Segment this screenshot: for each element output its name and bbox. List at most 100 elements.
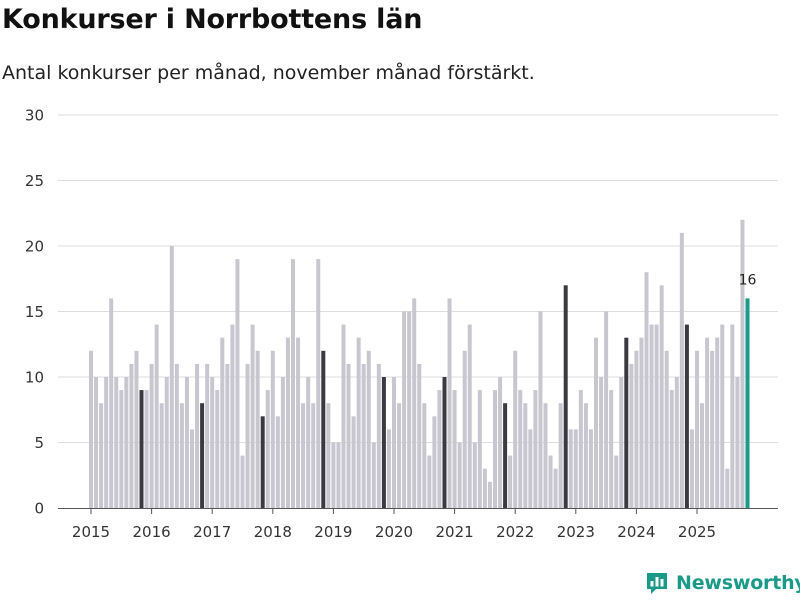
bar	[210, 377, 215, 508]
bar	[705, 337, 710, 508]
bar	[376, 363, 381, 508]
bar	[164, 377, 169, 508]
bar	[255, 350, 260, 508]
bar	[649, 324, 654, 508]
bar	[664, 350, 669, 508]
bar	[341, 324, 346, 508]
bar	[417, 363, 422, 508]
bar	[134, 350, 139, 508]
bar-november	[321, 350, 326, 508]
bar	[179, 403, 184, 508]
bar	[270, 350, 275, 508]
bar	[336, 442, 341, 508]
bar	[104, 377, 109, 508]
bar	[291, 259, 295, 508]
bar	[280, 377, 285, 508]
bar	[513, 350, 518, 508]
bar	[331, 442, 336, 508]
bar	[452, 390, 457, 508]
bar	[371, 442, 376, 508]
y-tick-label: 30	[25, 107, 44, 125]
bar	[538, 311, 543, 508]
brand-name: Newsworthy	[676, 572, 800, 594]
bar	[149, 363, 154, 508]
bar	[740, 219, 745, 509]
bar	[296, 337, 301, 508]
bar	[528, 429, 533, 508]
x-tick-label: 2024	[617, 523, 655, 541]
bar	[397, 403, 402, 508]
bar	[472, 442, 477, 508]
bar	[119, 390, 124, 508]
bar	[225, 363, 230, 508]
bar	[523, 403, 528, 508]
bar	[124, 377, 129, 508]
bar	[422, 403, 427, 508]
bar	[588, 429, 593, 508]
bar-latest	[745, 298, 750, 508]
y-tick-label: 10	[25, 369, 44, 387]
bar	[306, 377, 311, 508]
bar	[619, 377, 624, 508]
bar	[644, 272, 649, 508]
bar	[402, 311, 407, 508]
bar	[190, 429, 194, 508]
bar	[205, 363, 210, 508]
y-tick-label: 20	[25, 238, 44, 256]
bar	[558, 403, 563, 508]
brand-logo[interactable]: Newsworthy	[645, 569, 800, 597]
bar	[487, 481, 492, 508]
bar	[482, 468, 487, 508]
bar	[725, 468, 730, 508]
x-tick-label: 2020	[375, 523, 413, 541]
bar	[169, 246, 174, 508]
x-tick-label: 2017	[193, 523, 231, 541]
bar	[609, 390, 614, 508]
bar	[392, 377, 396, 508]
bar-november	[260, 416, 265, 508]
bar	[437, 390, 442, 508]
bar	[361, 363, 366, 508]
bar	[654, 324, 659, 508]
bar	[432, 416, 437, 508]
bar	[427, 455, 432, 508]
x-tick-label: 2021	[436, 523, 474, 541]
bar	[159, 403, 164, 508]
bar	[195, 363, 200, 508]
bar	[109, 298, 114, 508]
x-tick-label: 2022	[496, 523, 534, 541]
chart-subtitle: Antal konkurser per månad, november måna…	[2, 62, 535, 84]
bar	[735, 377, 740, 508]
bar	[144, 390, 149, 508]
bar	[235, 259, 240, 508]
bar	[477, 390, 482, 508]
bar	[689, 429, 694, 508]
bar	[351, 416, 356, 508]
bar	[730, 324, 735, 508]
bar	[407, 311, 412, 508]
bar	[457, 442, 462, 508]
bar	[99, 403, 104, 508]
bar	[594, 337, 598, 508]
bar	[366, 350, 371, 508]
bar	[265, 390, 270, 508]
bar	[548, 455, 553, 508]
bar	[629, 363, 634, 508]
bar	[700, 403, 705, 508]
bar	[154, 324, 159, 508]
bar	[275, 416, 280, 508]
bar	[498, 377, 503, 508]
bar	[356, 337, 361, 508]
bar	[599, 377, 604, 508]
bar	[129, 363, 134, 508]
bar	[573, 429, 578, 508]
bar	[614, 455, 619, 508]
bar	[220, 337, 225, 508]
bar-november	[563, 285, 568, 508]
x-tick-label: 2016	[133, 523, 171, 541]
bar	[553, 468, 558, 508]
bar	[679, 232, 684, 508]
bar	[669, 390, 674, 508]
latest-value-label: 16	[739, 272, 757, 288]
bar-november	[503, 403, 508, 508]
